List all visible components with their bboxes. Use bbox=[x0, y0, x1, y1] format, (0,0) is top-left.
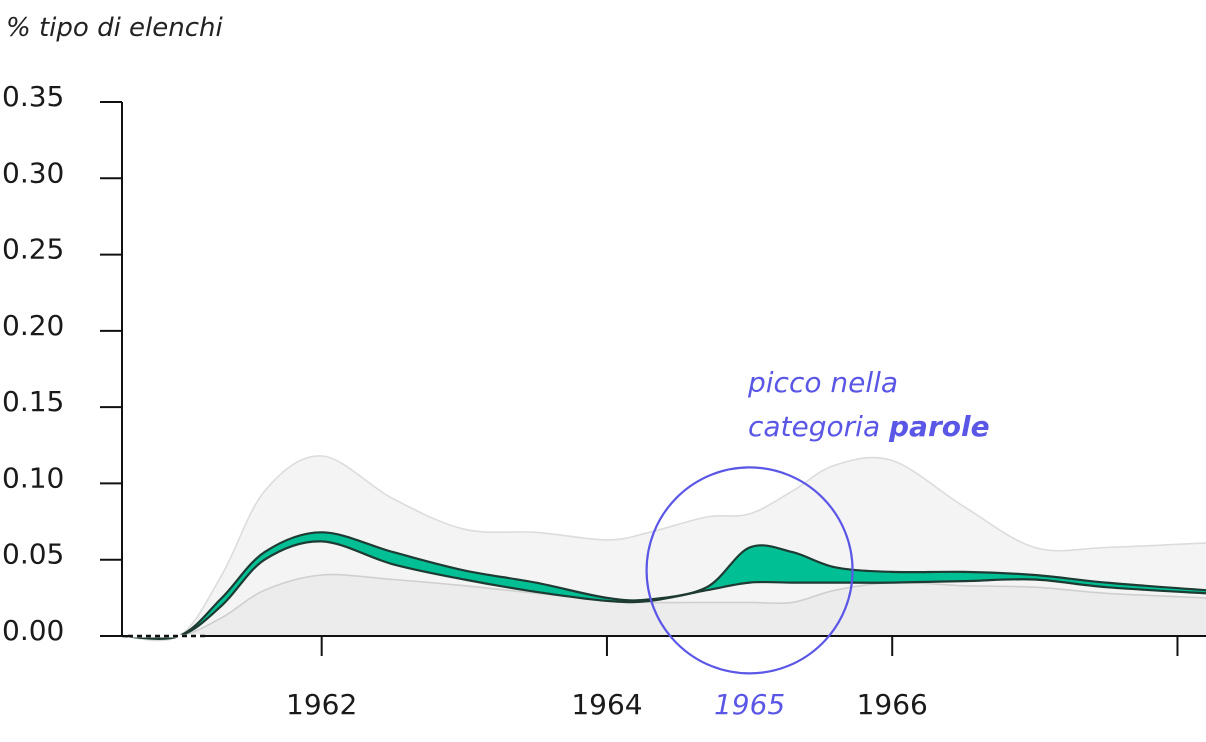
y-tick-label: 0.05 bbox=[2, 538, 64, 571]
highlight-band bbox=[122, 532, 1206, 639]
y-tick-label: 0.15 bbox=[2, 385, 64, 418]
y-tick-label: 0.10 bbox=[2, 461, 64, 494]
annotation-line2-prefix: categoria bbox=[748, 410, 889, 443]
lower-line bbox=[121, 573, 1206, 639]
y-tick-label: 0.30 bbox=[2, 156, 64, 189]
y-tick-label: 0.20 bbox=[2, 309, 64, 342]
x-highlight-label: 1965 bbox=[714, 688, 785, 721]
lower-area bbox=[122, 574, 1206, 638]
y-tick-label: 0.35 bbox=[2, 80, 64, 113]
annotation-line1: picco nella bbox=[747, 366, 898, 399]
axes-layer: 0.00 0.05 0.10 0.15 0.20 0.25 0.30 0.35 1962 1964… bbox=[2, 80, 1206, 721]
envelope-line bbox=[121, 455, 1206, 642]
annotation-line2: categoria parole bbox=[748, 410, 990, 443]
x-tick-label: 1966 bbox=[857, 688, 928, 721]
y-axis-label: % tipo di elenchi bbox=[6, 13, 224, 43]
y-tick-label: 0.00 bbox=[2, 614, 64, 647]
x-tick-label: 1962 bbox=[286, 688, 357, 721]
areas-layer bbox=[121, 455, 1206, 642]
y-tick-label: 0.25 bbox=[2, 233, 64, 266]
annotation-line2-bold: parole bbox=[888, 410, 990, 443]
x-tick-label: 1964 bbox=[571, 688, 642, 721]
highlight-bottom-line bbox=[121, 540, 1206, 640]
annotation-layer: picco nella categoria parole 1965 bbox=[645, 366, 990, 721]
highlight-circle bbox=[645, 466, 854, 675]
